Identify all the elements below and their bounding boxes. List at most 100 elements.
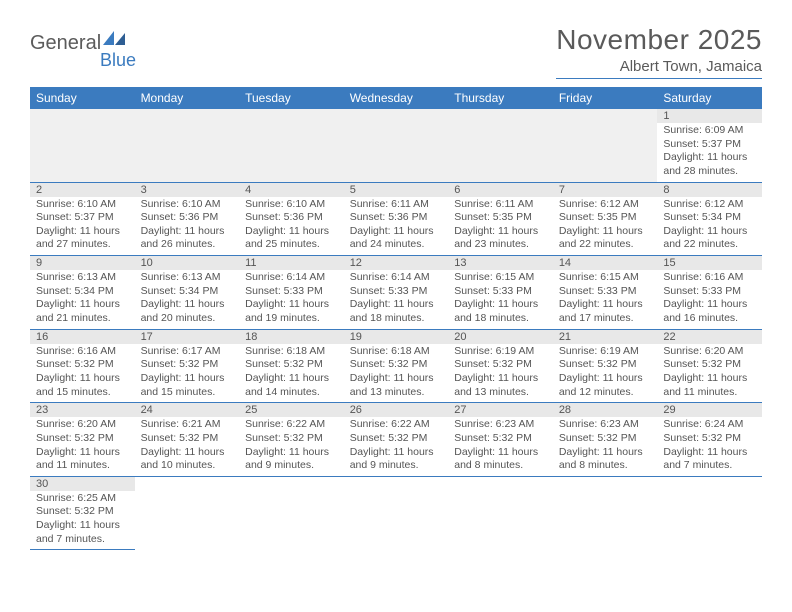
location: Albert Town, Jamaica	[556, 58, 762, 79]
day-number: 20	[448, 330, 553, 344]
day-details: Sunrise: 6:22 AMSunset: 5:32 PMDaylight:…	[344, 417, 449, 476]
calendar-cell: 15Sunrise: 6:16 AMSunset: 5:33 PMDayligh…	[657, 256, 762, 330]
calendar-cell: 13Sunrise: 6:15 AMSunset: 5:33 PMDayligh…	[448, 256, 553, 330]
day-number: 6	[448, 183, 553, 197]
header: General Blue November 2025 Albert Town, …	[30, 24, 762, 79]
calendar-cell: 16Sunrise: 6:16 AMSunset: 5:32 PMDayligh…	[30, 329, 135, 403]
calendar-week: 2Sunrise: 6:10 AMSunset: 5:37 PMDaylight…	[30, 182, 762, 256]
calendar-cell	[239, 109, 344, 182]
day-number: 26	[344, 403, 449, 417]
day-details: Sunrise: 6:16 AMSunset: 5:32 PMDaylight:…	[30, 344, 135, 403]
day-details: Sunrise: 6:10 AMSunset: 5:36 PMDaylight:…	[135, 197, 240, 256]
day-number: 18	[239, 330, 344, 344]
calendar-cell	[553, 476, 658, 550]
day-details: Sunrise: 6:09 AMSunset: 5:37 PMDaylight:…	[657, 123, 762, 182]
day-details: Sunrise: 6:15 AMSunset: 5:33 PMDaylight:…	[448, 270, 553, 329]
day-details: Sunrise: 6:18 AMSunset: 5:32 PMDaylight:…	[344, 344, 449, 403]
day-number: 28	[553, 403, 658, 417]
calendar-cell: 29Sunrise: 6:24 AMSunset: 5:32 PMDayligh…	[657, 403, 762, 477]
day-details: Sunrise: 6:25 AMSunset: 5:32 PMDaylight:…	[30, 491, 135, 550]
calendar-cell: 23Sunrise: 6:20 AMSunset: 5:32 PMDayligh…	[30, 403, 135, 477]
day-details: Sunrise: 6:14 AMSunset: 5:33 PMDaylight:…	[344, 270, 449, 329]
calendar-cell: 12Sunrise: 6:14 AMSunset: 5:33 PMDayligh…	[344, 256, 449, 330]
day-number: 27	[448, 403, 553, 417]
calendar-cell: 14Sunrise: 6:15 AMSunset: 5:33 PMDayligh…	[553, 256, 658, 330]
calendar-cell: 20Sunrise: 6:19 AMSunset: 5:32 PMDayligh…	[448, 329, 553, 403]
calendar-cell: 24Sunrise: 6:21 AMSunset: 5:32 PMDayligh…	[135, 403, 240, 477]
calendar-cell: 3Sunrise: 6:10 AMSunset: 5:36 PMDaylight…	[135, 182, 240, 256]
calendar-cell	[344, 109, 449, 182]
day-details: Sunrise: 6:11 AMSunset: 5:35 PMDaylight:…	[448, 197, 553, 256]
day-number: 13	[448, 256, 553, 270]
calendar-cell: 18Sunrise: 6:18 AMSunset: 5:32 PMDayligh…	[239, 329, 344, 403]
day-number: 29	[657, 403, 762, 417]
weekday-header: Saturday	[657, 87, 762, 109]
day-details: Sunrise: 6:16 AMSunset: 5:33 PMDaylight:…	[657, 270, 762, 329]
day-details: Sunrise: 6:10 AMSunset: 5:36 PMDaylight:…	[239, 197, 344, 256]
day-details: Sunrise: 6:20 AMSunset: 5:32 PMDaylight:…	[30, 417, 135, 476]
calendar-week: 23Sunrise: 6:20 AMSunset: 5:32 PMDayligh…	[30, 403, 762, 477]
calendar-cell	[30, 109, 135, 182]
calendar-week: 30Sunrise: 6:25 AMSunset: 5:32 PMDayligh…	[30, 476, 762, 550]
calendar-cell: 7Sunrise: 6:12 AMSunset: 5:35 PMDaylight…	[553, 182, 658, 256]
calendar-cell: 30Sunrise: 6:25 AMSunset: 5:32 PMDayligh…	[30, 476, 135, 550]
page-title: November 2025	[556, 24, 762, 56]
day-number: 19	[344, 330, 449, 344]
day-details: Sunrise: 6:19 AMSunset: 5:32 PMDaylight:…	[553, 344, 658, 403]
day-number: 2	[30, 183, 135, 197]
calendar-cell: 25Sunrise: 6:22 AMSunset: 5:32 PMDayligh…	[239, 403, 344, 477]
calendar-cell: 26Sunrise: 6:22 AMSunset: 5:32 PMDayligh…	[344, 403, 449, 477]
calendar-week: 9Sunrise: 6:13 AMSunset: 5:34 PMDaylight…	[30, 256, 762, 330]
day-number: 3	[135, 183, 240, 197]
day-number: 7	[553, 183, 658, 197]
day-number: 12	[344, 256, 449, 270]
day-details: Sunrise: 6:20 AMSunset: 5:32 PMDaylight:…	[657, 344, 762, 403]
day-number: 23	[30, 403, 135, 417]
calendar-head: SundayMondayTuesdayWednesdayThursdayFrid…	[30, 87, 762, 109]
day-number: 21	[553, 330, 658, 344]
calendar-cell: 5Sunrise: 6:11 AMSunset: 5:36 PMDaylight…	[344, 182, 449, 256]
calendar-cell	[344, 476, 449, 550]
day-details: Sunrise: 6:18 AMSunset: 5:32 PMDaylight:…	[239, 344, 344, 403]
calendar-cell	[448, 109, 553, 182]
calendar-cell	[657, 476, 762, 550]
day-details: Sunrise: 6:13 AMSunset: 5:34 PMDaylight:…	[30, 270, 135, 329]
weekday-row: SundayMondayTuesdayWednesdayThursdayFrid…	[30, 87, 762, 109]
calendar-cell: 17Sunrise: 6:17 AMSunset: 5:32 PMDayligh…	[135, 329, 240, 403]
day-details: Sunrise: 6:14 AMSunset: 5:33 PMDaylight:…	[239, 270, 344, 329]
day-details: Sunrise: 6:19 AMSunset: 5:32 PMDaylight:…	[448, 344, 553, 403]
calendar-cell: 4Sunrise: 6:10 AMSunset: 5:36 PMDaylight…	[239, 182, 344, 256]
calendar-cell	[553, 109, 658, 182]
logo: General Blue	[30, 32, 125, 55]
calendar-cell	[135, 109, 240, 182]
day-details: Sunrise: 6:24 AMSunset: 5:32 PMDaylight:…	[657, 417, 762, 476]
weekday-header: Wednesday	[344, 87, 449, 109]
day-number: 25	[239, 403, 344, 417]
day-number: 24	[135, 403, 240, 417]
logo-text-blue: Blue	[100, 50, 136, 71]
day-details: Sunrise: 6:13 AMSunset: 5:34 PMDaylight:…	[135, 270, 240, 329]
day-number: 14	[553, 256, 658, 270]
calendar-cell: 10Sunrise: 6:13 AMSunset: 5:34 PMDayligh…	[135, 256, 240, 330]
weekday-header: Thursday	[448, 87, 553, 109]
weekday-header: Monday	[135, 87, 240, 109]
calendar-cell: 22Sunrise: 6:20 AMSunset: 5:32 PMDayligh…	[657, 329, 762, 403]
calendar-cell: 2Sunrise: 6:10 AMSunset: 5:37 PMDaylight…	[30, 182, 135, 256]
day-details: Sunrise: 6:17 AMSunset: 5:32 PMDaylight:…	[135, 344, 240, 403]
day-number: 9	[30, 256, 135, 270]
calendar-table: SundayMondayTuesdayWednesdayThursdayFrid…	[30, 87, 762, 550]
day-details: Sunrise: 6:11 AMSunset: 5:36 PMDaylight:…	[344, 197, 449, 256]
day-details: Sunrise: 6:12 AMSunset: 5:34 PMDaylight:…	[657, 197, 762, 256]
calendar-cell: 27Sunrise: 6:23 AMSunset: 5:32 PMDayligh…	[448, 403, 553, 477]
weekday-header: Friday	[553, 87, 658, 109]
day-number: 11	[239, 256, 344, 270]
day-number: 8	[657, 183, 762, 197]
calendar-cell: 1Sunrise: 6:09 AMSunset: 5:37 PMDaylight…	[657, 109, 762, 182]
calendar-cell: 11Sunrise: 6:14 AMSunset: 5:33 PMDayligh…	[239, 256, 344, 330]
day-number: 5	[344, 183, 449, 197]
day-details: Sunrise: 6:10 AMSunset: 5:37 PMDaylight:…	[30, 197, 135, 256]
calendar-cell: 28Sunrise: 6:23 AMSunset: 5:32 PMDayligh…	[553, 403, 658, 477]
day-details: Sunrise: 6:23 AMSunset: 5:32 PMDaylight:…	[448, 417, 553, 476]
day-number: 22	[657, 330, 762, 344]
calendar-cell: 8Sunrise: 6:12 AMSunset: 5:34 PMDaylight…	[657, 182, 762, 256]
